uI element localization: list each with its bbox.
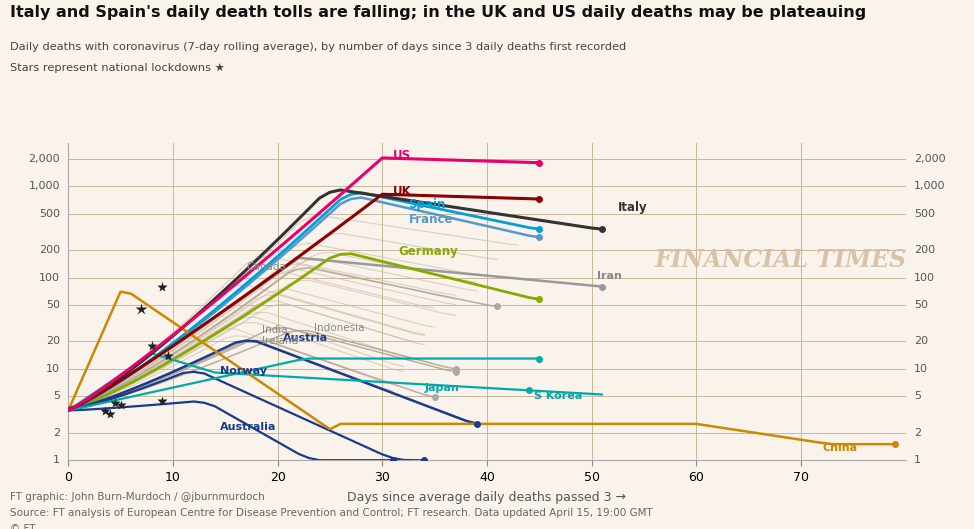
Text: 100: 100: [39, 272, 59, 282]
Text: 5: 5: [53, 391, 59, 402]
Text: Indonesia: Indonesia: [315, 323, 364, 333]
Text: 10: 10: [915, 364, 928, 374]
Text: 1,000: 1,000: [28, 181, 59, 191]
Text: 2: 2: [53, 428, 59, 438]
Text: 50: 50: [915, 300, 928, 310]
Text: Canada: Canada: [246, 262, 286, 272]
Text: Ireland: Ireland: [262, 336, 298, 346]
Text: 1,000: 1,000: [915, 181, 946, 191]
Text: Italy: Italy: [618, 202, 648, 214]
Text: France: France: [408, 213, 453, 226]
Text: Stars represent national lockdowns ★: Stars represent national lockdowns ★: [10, 63, 225, 74]
Text: Germany: Germany: [398, 245, 458, 258]
Text: 100: 100: [915, 272, 935, 282]
Text: India: India: [262, 325, 287, 334]
Text: 500: 500: [915, 209, 935, 219]
Text: Italy and Spain's daily death tolls are falling; in the UK and US daily deaths m: Italy and Spain's daily death tolls are …: [10, 5, 866, 20]
Text: FT graphic: John Burn-Murdoch / @jburnmurdoch: FT graphic: John Burn-Murdoch / @jburnmu…: [10, 492, 265, 502]
Text: Daily deaths with coronavirus (7-day rolling average), by number of days since 3: Daily deaths with coronavirus (7-day rol…: [10, 42, 626, 52]
Text: 2: 2: [915, 428, 921, 438]
Text: 2,000: 2,000: [28, 154, 59, 164]
Text: China: China: [822, 443, 857, 453]
Text: Norway: Norway: [220, 366, 267, 376]
Text: Japan: Japan: [425, 383, 459, 393]
Text: 20: 20: [915, 336, 928, 346]
Text: 10: 10: [46, 364, 59, 374]
Text: 20: 20: [46, 336, 59, 346]
Text: 500: 500: [39, 209, 59, 219]
Text: UK: UK: [393, 185, 412, 198]
Text: 2,000: 2,000: [915, 154, 946, 164]
Text: 200: 200: [39, 245, 59, 255]
Text: 1: 1: [915, 455, 921, 465]
Text: Iran: Iran: [597, 271, 621, 281]
Text: Austria: Austria: [282, 333, 328, 343]
Text: S Korea: S Korea: [534, 391, 582, 402]
Text: Spain: Spain: [408, 198, 446, 211]
Text: 5: 5: [915, 391, 921, 402]
Text: Source: FT analysis of European Centre for Disease Prevention and Control; FT re: Source: FT analysis of European Centre f…: [10, 508, 653, 518]
Text: 50: 50: [46, 300, 59, 310]
Text: 1: 1: [53, 455, 59, 465]
X-axis label: Days since average daily deaths passed 3 →: Days since average daily deaths passed 3…: [348, 490, 626, 504]
Text: FINANCIAL TIMES: FINANCIAL TIMES: [655, 248, 907, 272]
Text: 200: 200: [915, 245, 935, 255]
Text: © FT: © FT: [10, 524, 35, 529]
Text: Australia: Australia: [220, 422, 277, 432]
Text: US: US: [393, 149, 411, 162]
